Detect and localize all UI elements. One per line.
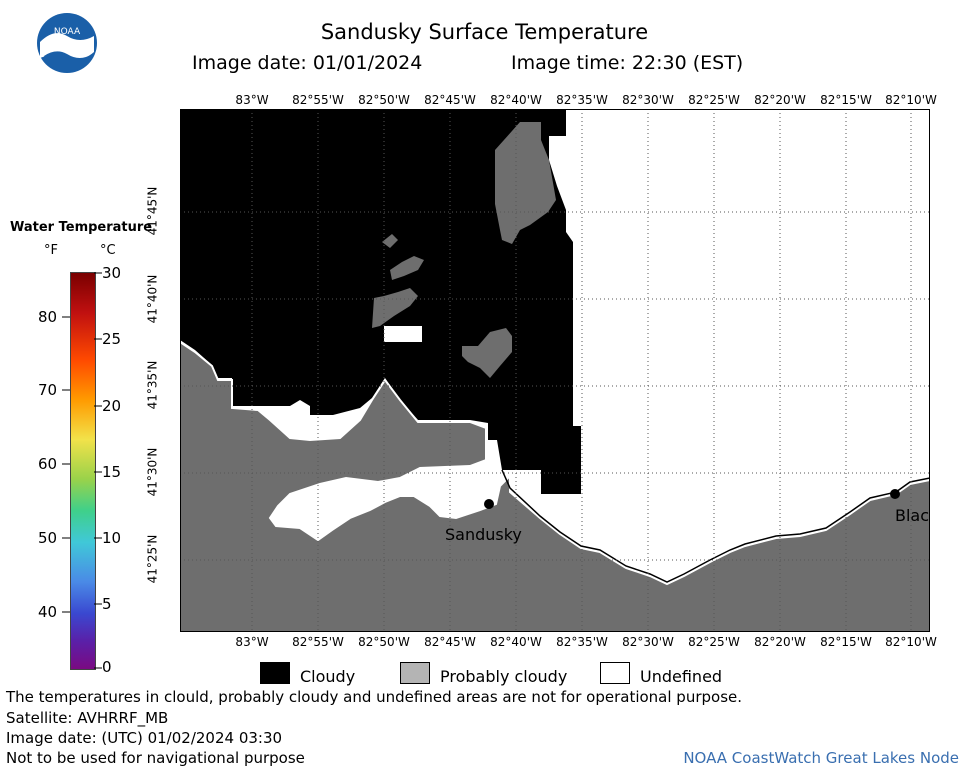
lat-label: 41°35'N <box>145 360 160 410</box>
colorbar <box>70 272 96 670</box>
legend-probably-cloudy-swatch <box>400 662 430 684</box>
colorbar-f-tick: 60 <box>38 455 58 473</box>
colorbar-title: Water Temperature <box>10 220 153 235</box>
probably-cloudy-patch <box>390 256 424 280</box>
map-canvas <box>180 109 930 632</box>
colorbar-f-tick: 70 <box>38 381 58 399</box>
colorbar-c-tick: 20 <box>102 397 122 415</box>
probably-cloudy-patch <box>382 234 398 248</box>
lon-label: 82°20'W <box>754 93 806 107</box>
colorbar-c-tick: 30 <box>102 264 122 282</box>
probably-cloudy-patch <box>462 328 512 378</box>
lon-label: 82°15'W <box>820 635 872 649</box>
colorbar-c-tick: 25 <box>102 330 122 348</box>
colorbar-f-tick: 50 <box>38 529 58 547</box>
page-title: Sandusky Surface Temperature <box>320 20 649 44</box>
legend-cloudy-label: Cloudy <box>300 667 356 686</box>
undefined-patch <box>384 326 422 342</box>
blac-marker <box>890 489 900 499</box>
image-time: Image time: 22:30 (EST) <box>511 52 744 74</box>
satellite-text: Satellite: AVHRRF_MB <box>6 709 169 727</box>
colorbar-c-tick: 0 <box>102 658 112 676</box>
lon-label: 82°55'W <box>292 93 344 107</box>
legend-undefined-swatch <box>600 662 630 684</box>
lon-label: 82°35'W <box>556 93 608 107</box>
shoreline <box>501 469 930 583</box>
lon-label: 82°45'W <box>424 93 476 107</box>
lon-label: 82°25'W <box>688 93 740 107</box>
lon-label: 82°55'W <box>292 635 344 649</box>
colorbar-f-tick: 40 <box>38 603 58 621</box>
lon-label: 82°40'W <box>490 93 542 107</box>
legend-probably-cloudy-label: Probably cloudy <box>440 667 568 686</box>
lon-label: 82°20'W <box>754 635 806 649</box>
credit-text: NOAA CoastWatch Great Lakes Node <box>683 749 959 767</box>
colorbar-unit-c: °C <box>100 243 116 258</box>
noaa-logo-text: NOAA <box>54 27 81 37</box>
disclaimer-text: The temperatures in clould, probably clo… <box>6 688 743 706</box>
colorbar-unit-f: °F <box>44 243 58 258</box>
legend-undefined-label: Undefined <box>640 667 723 686</box>
lat-label: 41°25'N <box>145 534 160 584</box>
colorbar-ticks <box>62 272 102 670</box>
lon-label: 82°50'W <box>358 93 410 107</box>
lon-label: 82°15'W <box>820 93 872 107</box>
graticule <box>180 109 930 632</box>
legend-cloudy-swatch <box>260 662 290 684</box>
lon-label: 82°25'W <box>688 635 740 649</box>
lon-label: 83°W <box>235 93 269 107</box>
lon-label: 82°50'W <box>358 635 410 649</box>
probably-cloudy-region <box>180 340 930 632</box>
colorbar-c-tick: 10 <box>102 529 122 547</box>
lat-label: 41°40'N <box>145 274 160 324</box>
lat-label: 41°30'N <box>145 447 160 497</box>
lon-label: 82°10'W <box>885 635 937 649</box>
lon-label: 82°35'W <box>556 635 608 649</box>
lon-label: 83°W <box>235 635 269 649</box>
image-date: Image date: 01/01/2024 <box>192 52 423 74</box>
lon-label: 82°45'W <box>424 635 476 649</box>
place-label-sandusky: Sandusky <box>445 525 522 544</box>
map-frame <box>180 109 930 632</box>
navigation-warning: Not to be used for navigational purpose <box>6 749 305 767</box>
lon-label: 82°30'W <box>622 93 674 107</box>
colorbar-c-tick: 5 <box>102 595 112 613</box>
utc-date-text: Image date: (UTC) 01/02/2024 03:30 <box>6 729 283 747</box>
colorbar-f-tick: 80 <box>38 308 58 326</box>
sandusky-marker <box>484 499 494 509</box>
noaa-logo: NOAA <box>36 12 98 74</box>
probably-cloudy-patch <box>495 122 556 244</box>
colorbar-c-tick: 15 <box>102 463 122 481</box>
lon-label: 82°10'W <box>885 93 937 107</box>
lon-label: 82°30'W <box>622 635 674 649</box>
place-label-blac: Blac <box>895 506 930 525</box>
lon-label: 82°40'W <box>490 635 542 649</box>
